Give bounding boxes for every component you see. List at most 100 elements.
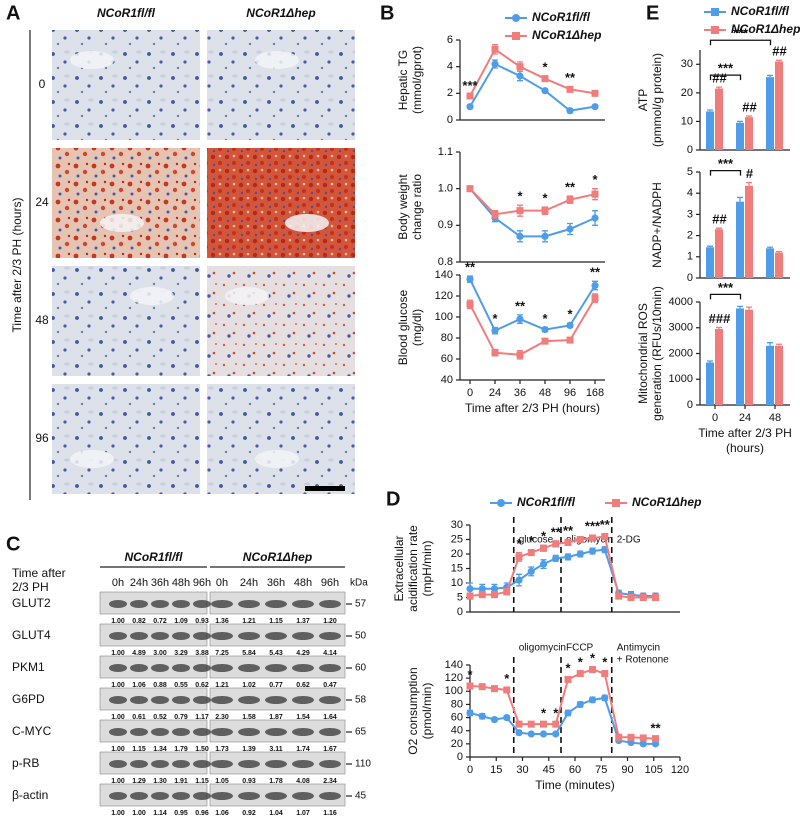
y-tick-label: 20 — [681, 87, 693, 99]
quantification: 1.50 — [195, 746, 209, 753]
y-tick-label: 120 — [445, 672, 463, 684]
y-tick-label: 40 — [441, 374, 453, 386]
marker — [541, 337, 549, 345]
micrograph — [52, 384, 200, 494]
marker — [627, 594, 635, 601]
bar — [715, 88, 723, 150]
significance: ** — [600, 517, 611, 532]
band — [319, 760, 341, 768]
marker — [539, 560, 548, 568]
x-tick-label: 48 — [539, 387, 551, 399]
vessel — [70, 51, 114, 69]
x-tick-label: 36 — [514, 387, 526, 399]
kda-label: kDa — [350, 578, 368, 589]
band — [211, 696, 233, 704]
quantification: 5.84 — [242, 650, 256, 657]
micrograph — [52, 266, 200, 376]
protein-label: PKM1 — [12, 660, 45, 674]
error-bar — [716, 86, 722, 89]
injection-label: glucose — [519, 535, 554, 546]
protein-label: β-actin — [12, 788, 48, 802]
band — [265, 664, 287, 672]
y-tick-label: 140 — [435, 269, 453, 281]
y-tick-label: 30 — [451, 519, 463, 531]
panel-label: D — [386, 488, 400, 510]
band — [172, 792, 190, 800]
protein-label: GLUT4 — [12, 628, 51, 642]
x-tick-label: 0 — [467, 764, 473, 776]
quantification: 1.00 — [111, 746, 125, 753]
quantification: 1.29 — [132, 778, 146, 785]
legend-marker — [711, 8, 719, 16]
quantification: 0.72 — [153, 618, 167, 625]
marker — [588, 696, 597, 704]
quantification: 1.30 — [153, 778, 167, 785]
marker — [490, 715, 499, 724]
y-tick-label: 0 — [457, 606, 463, 618]
y-tick-label: 5 — [457, 591, 463, 603]
band — [211, 728, 233, 736]
band — [130, 696, 148, 704]
marker — [478, 712, 486, 720]
significance: * — [602, 654, 608, 669]
y-tick-label: 3 — [687, 208, 693, 220]
quantification: 1.00 — [111, 650, 125, 657]
y-tick-label: 0.9 — [438, 219, 453, 231]
band — [130, 664, 148, 672]
quantification: 1.16 — [323, 810, 337, 816]
marker — [652, 735, 659, 743]
bar — [706, 111, 714, 150]
micrograph — [52, 30, 200, 140]
quantification: 2.30 — [215, 714, 229, 721]
quantification: 7.25 — [215, 650, 229, 657]
y-tick-label: 0.8 — [438, 256, 453, 268]
band — [265, 728, 287, 736]
marker — [491, 45, 499, 53]
y-axis-label: (mpH/min) — [420, 540, 434, 596]
marker — [478, 683, 486, 691]
series-line — [470, 548, 656, 598]
marker — [516, 207, 524, 215]
band — [238, 760, 260, 768]
marker — [652, 594, 659, 601]
bar — [745, 117, 753, 150]
y-tick-label: 10 — [681, 115, 693, 127]
marker — [589, 534, 596, 542]
y-tick-label: 0 — [447, 114, 453, 126]
marker — [576, 670, 584, 678]
marker — [576, 700, 584, 709]
quantification: 1.15 — [132, 746, 146, 753]
injection-label: FCCP — [566, 643, 594, 654]
marker — [576, 536, 584, 543]
y-tick-label: 5 — [687, 166, 693, 178]
significance: * — [553, 706, 559, 721]
y-tick-label: 1.0 — [438, 183, 453, 195]
band — [130, 632, 148, 640]
bracket — [709, 74, 742, 81]
quantification: 3.00 — [153, 650, 167, 657]
x-axis-label: Time (minutes) — [535, 778, 615, 792]
y-tick-label: 40 — [451, 725, 463, 737]
error-bar — [737, 196, 743, 202]
band — [238, 600, 260, 608]
error-bar — [716, 227, 722, 230]
band — [292, 600, 314, 608]
band — [172, 696, 190, 704]
group-name: NCoR1fl/fl — [125, 550, 184, 564]
y-axis-label: Blood glucose — [396, 289, 410, 365]
error-bar — [746, 181, 752, 186]
x-tick-label: 15 — [490, 764, 502, 776]
error-bar — [707, 245, 713, 248]
y-tick-label: 60 — [451, 711, 463, 723]
protein-label: p-RB — [12, 756, 39, 770]
legend-label: NCoR1Δhep — [532, 28, 601, 42]
band — [193, 632, 211, 640]
marker — [564, 675, 572, 683]
y-tick-label: 3000 — [669, 322, 693, 334]
marker — [539, 730, 548, 738]
quantification: 0.55 — [174, 682, 188, 689]
legend-marker — [512, 14, 520, 22]
marker — [491, 210, 499, 218]
x-tick-label: 90 — [621, 764, 633, 776]
band — [319, 600, 341, 608]
